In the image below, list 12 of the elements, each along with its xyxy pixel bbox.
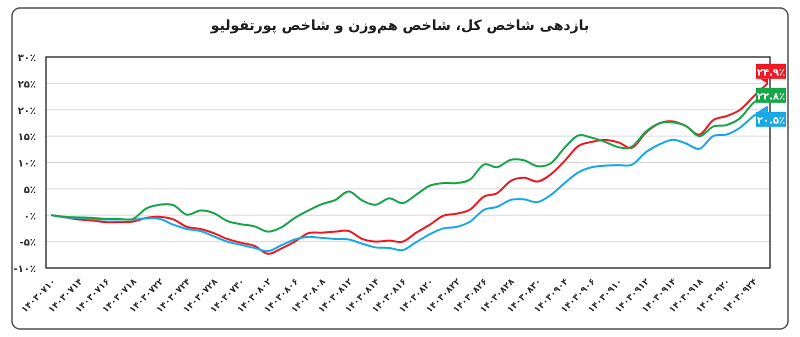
- y-tick-label: ۲۰٪: [18, 106, 36, 117]
- y-tick-label: ۲۵٪: [18, 79, 36, 90]
- data-label: ۲۴.۹٪: [756, 67, 786, 78]
- data-label: ۲۰.۵٪: [756, 115, 786, 126]
- y-tick-label: ۱۵٪: [18, 132, 36, 144]
- y-tick-label: -۵٪: [20, 238, 36, 249]
- chart-title: بازدهی شاخص کل، شاخص هم‌وزن و شاخص پورتفولیو: [210, 18, 590, 34]
- y-tick-label: ۵٪: [24, 184, 36, 196]
- y-tick-label: -۱۰٪: [14, 264, 36, 275]
- y-tick-label: ۳۰٪: [18, 53, 36, 64]
- y-tick-label: ۱۰٪: [18, 158, 36, 170]
- y-tick-label: ۰٪: [24, 211, 36, 222]
